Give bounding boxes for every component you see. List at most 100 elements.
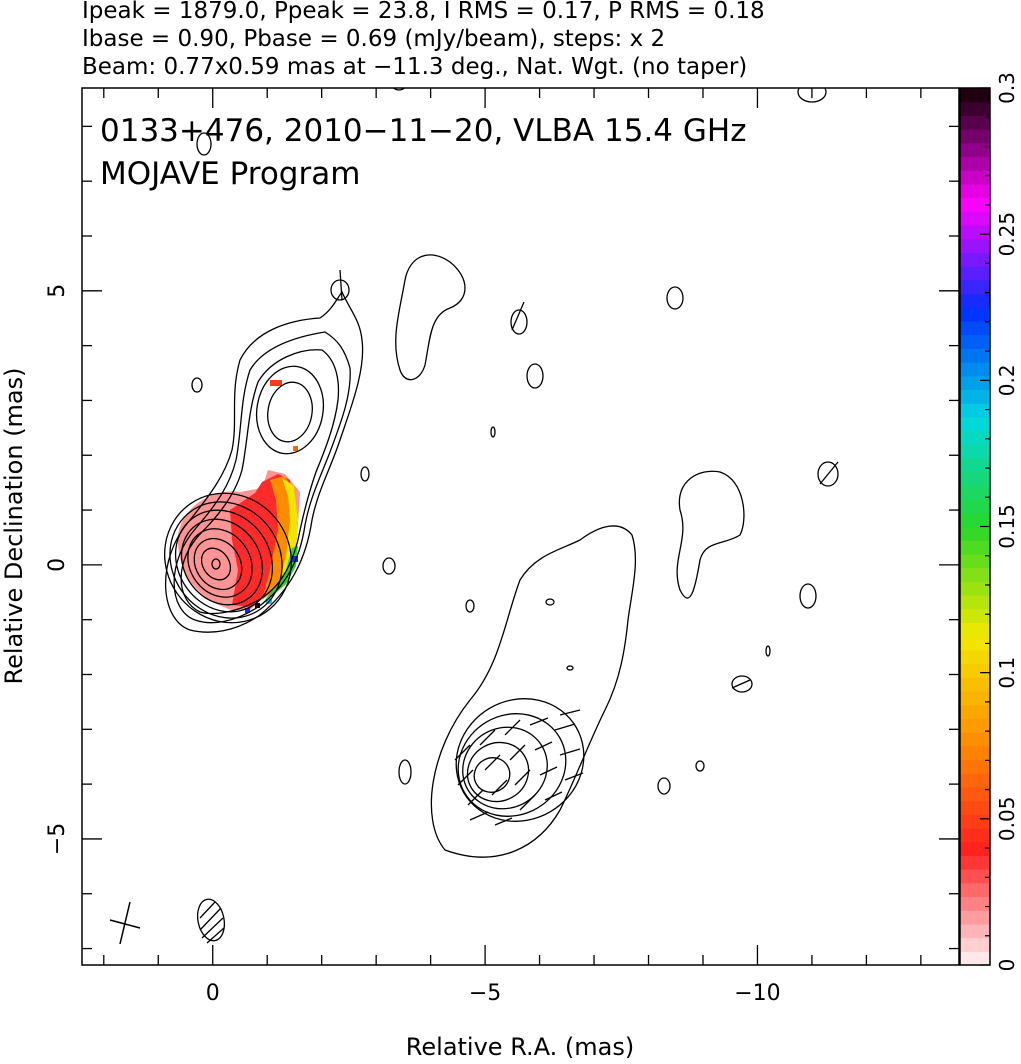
colorbar-swatch [960,375,990,391]
colorbar-swatch [960,910,990,925]
header-line-3: Beam: 0.77x0.59 mas at −11.3 deg., Nat. … [82,54,747,80]
core-contour-4 [164,492,292,624]
colorbar-swatch [960,197,990,212]
colorbar-swatch [960,512,990,528]
noise-island [545,598,555,606]
noise-island [382,557,396,575]
colorbar-tick-label: 0.2 [995,364,1019,396]
colorbar-swatch [960,252,990,267]
core-contours [164,269,364,633]
colorbar-swatch [960,279,990,295]
noise-island [666,286,684,310]
noise-island [196,132,212,156]
polarization-pixel-secondary-2 [293,446,298,451]
colorbar-swatch [960,855,990,870]
core-contour-11 [211,558,221,570]
colorbar-swatch [960,677,990,692]
noise-island [566,665,574,671]
colorbar-swatch [960,896,990,911]
core-contour-9 [193,537,243,591]
colorbar-swatch [960,704,990,719]
colorbar-swatch [960,471,990,486]
x-tick-label: 0 [206,981,220,1006]
core-contour-10 [200,547,232,581]
y-tick-label: 0 [45,558,70,572]
core-contour-5 [169,501,283,619]
noise-island [695,760,705,772]
polarization-patch-orange [262,476,297,600]
secondary-contour-2 [267,381,313,443]
noise-island [510,309,528,335]
colorbar-swatch [960,663,990,678]
colorbar-swatch [960,499,990,514]
jet-contours [430,525,637,858]
colorbar-swatch [960,416,990,432]
colorbar-tick-label: 0.25 [995,212,1019,257]
extended-island-north [395,254,466,381]
contour-3 [180,349,340,615]
header-line-2: Ibase = 0.90, Pbase = 0.69 (mJy/beam), s… [82,26,665,52]
colorbar-tick-label: 0.05 [995,797,1019,842]
colorbar-swatch [960,485,990,500]
chart-subtitle: MOJAVE Program [100,156,360,192]
colorbar-swatch [960,636,990,651]
colorbar-swatch [960,786,990,802]
colorbar-swatch [960,362,990,377]
core-contour-6 [174,509,274,613]
colorbar-tick-label: 0.1 [995,657,1019,689]
colorbar-swatch [960,526,990,541]
colorbar-swatch [960,581,990,596]
colorbar-swatch [960,827,990,843]
noise-evpa-tick [731,679,751,689]
noise-island [465,599,475,613]
polarization-pixel-blue-2 [245,608,250,613]
colorbar-swatch [960,595,990,610]
polarization-pixel-blue [292,556,298,562]
y-tick-label: 5 [45,284,70,298]
noise-island [360,466,370,482]
polarization-pixel-secondary [270,380,282,386]
axes: 0 −5 −10 −5 0 5 [45,88,959,1006]
noise-islands [191,88,839,795]
beam-ellipse [196,898,226,942]
colorbar-swatch [960,457,990,473]
colorbar-tick-label: 0.15 [995,504,1019,549]
core-contour-7 [180,518,264,606]
colorbar-swatch [960,266,990,281]
colorbar-swatch [960,334,990,349]
colorbar-swatch [960,101,990,117]
colorbar-swatch [960,649,990,665]
colorbar-swatch [960,211,990,226]
colorbar-swatch [960,951,990,966]
colorbar-swatch [960,882,990,898]
colorbar-swatch [960,718,990,733]
colorbar-swatch [960,88,990,103]
colorbar: 0 0.05 0.1 0.15 0.2 0.25 0.3 [959,72,1019,972]
noise-evpa-tick [511,301,525,331]
x-tick-label: −5 [469,981,501,1006]
noise-island [392,88,406,91]
noise-island [731,675,753,693]
colorbar-swatch [960,238,990,254]
noise-island [191,377,203,393]
colorbar-swatch [960,430,990,445]
restoring-beam [196,898,226,944]
noise-evpa-tick [819,461,839,485]
noise-island [817,461,839,487]
core-contour-8 [187,528,253,598]
colorbar-swatch [960,923,990,939]
colorbar-swatch [960,129,990,144]
colorbar-swatch [960,320,990,336]
polarization-pixel-dark [255,603,260,608]
noise-island [765,645,771,657]
colorbar-swatch [960,389,990,404]
colorbar-tick-label: 0 [995,959,1019,972]
colorbar-swatch [960,800,990,815]
chart-title: 0133+476, 2010−11−20, VLBA 15.4 GHz [100,113,746,149]
colorbar-swatch [960,732,990,747]
colorbar-swatch [960,759,990,774]
noise-island [330,279,350,301]
colorbar-swatch [960,170,990,185]
colorbar-swatch [960,841,990,856]
